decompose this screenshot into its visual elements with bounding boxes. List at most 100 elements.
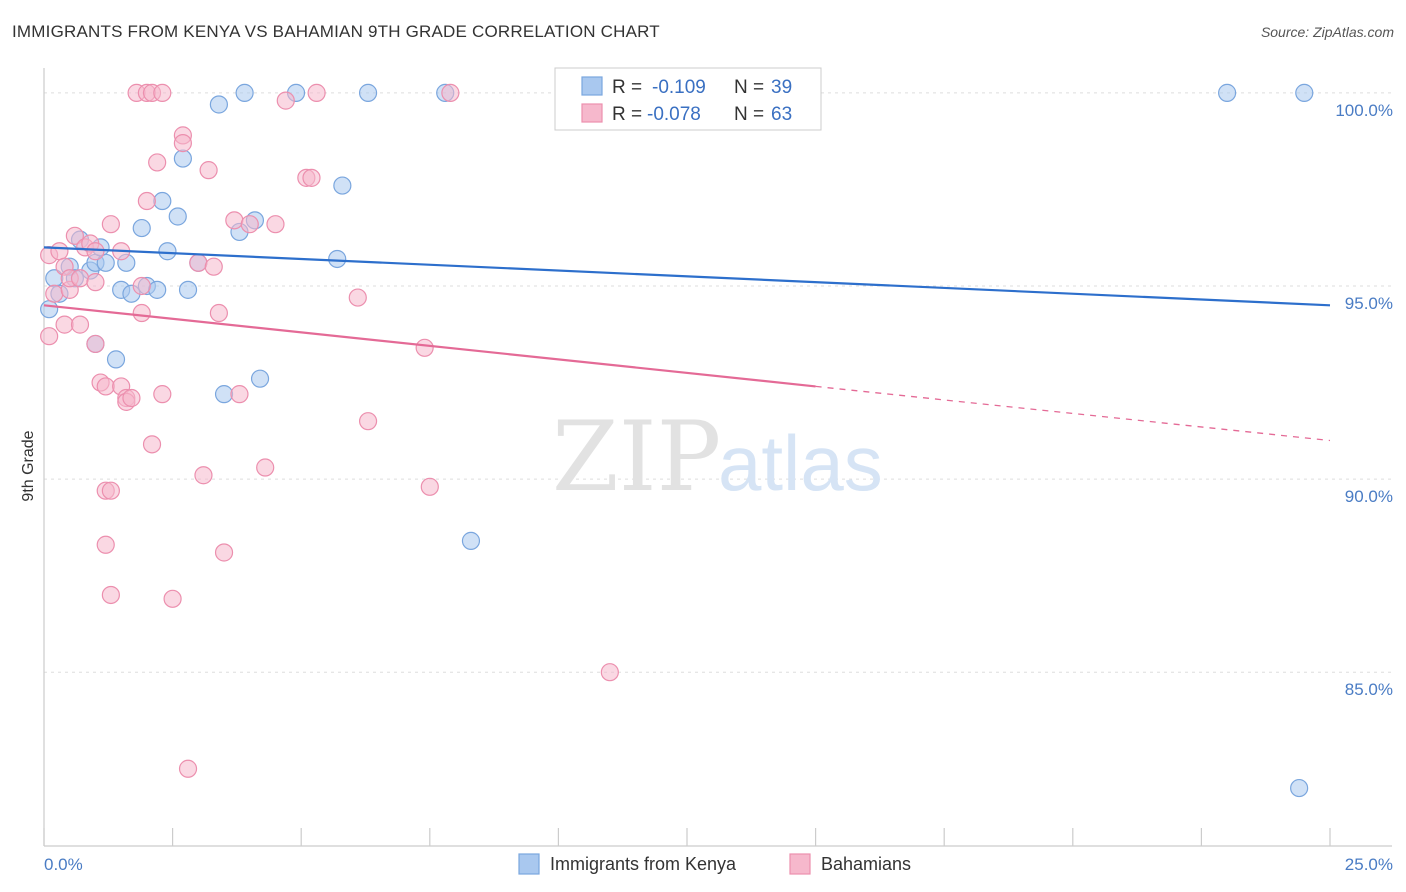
bahamians-point [225,211,244,230]
watermark-atlas: atlas [718,419,883,507]
bahamians-point [348,288,367,307]
source-credit: Source: ZipAtlas.com [1260,24,1394,40]
bahamians-point [415,338,434,357]
bahamians-point [153,385,172,404]
kenya-point [132,218,151,238]
bahamians-point [266,215,285,234]
bahamians-point [96,377,115,396]
points-layer [40,83,1314,798]
bahamians-point [70,269,90,288]
bahamians-point [302,168,321,187]
y-tick-label: 100.0% [1335,101,1393,120]
bahamians-point [86,334,105,354]
bottom-legend-label-bahamians: Bahamians [821,854,911,874]
bahamians-point [86,273,105,292]
bahamians-point [600,663,619,682]
bahamians-point [199,161,218,180]
bahamians-point [441,83,460,102]
x-tick-label: 25.0% [1345,855,1393,874]
bahamians-point [256,458,275,477]
kenya-point [168,207,187,226]
legend-swatch-bahamians [581,103,603,123]
kenya-point [1218,83,1237,102]
bahamians-point [420,477,439,496]
legend-top: R = -0.109 N = 39 R = -0.078 N = 63 [554,67,822,131]
bahamians-point [55,315,74,334]
bahamians-point [358,412,378,431]
kenya-point [158,242,177,261]
y-axis-title-group: 9th Grade [20,430,37,501]
bahamians-point [86,242,105,261]
bahamians-point [101,481,120,500]
y-tick-label: 95.0% [1345,294,1393,313]
chart-title: IMMIGRANTS FROM KENYA VS BAHAMIAN 9TH GR… [12,22,660,41]
y-axis-title: 9th Grade [20,430,37,501]
bahamians-point [137,191,156,211]
bahamians-point [132,276,151,296]
bahamians-point [101,215,120,234]
legend-r-value-bahamians: -0.078 [647,104,701,125]
bahamians-point [148,153,167,172]
bahamians-point [122,388,141,408]
kenya-point [106,350,126,369]
bahamians-point [142,435,162,454]
legend-n-value-bahamians: 63 [771,104,792,125]
bahamians-point [307,83,326,102]
bahamians-trend-line [43,304,816,388]
kenya-point [235,83,254,102]
bahamians-point [189,253,208,272]
bahamians-point [40,327,59,346]
y-tick-label: 85.0% [1345,680,1393,699]
kenya-point [250,369,270,388]
kenya-point [1295,83,1314,102]
bahamians-point [204,257,223,276]
bahamians-point [178,759,198,778]
kenya-point [96,253,115,272]
legend-r-label-kenya: R = [612,77,642,98]
axes-layer [43,68,1392,847]
kenya-point [358,83,378,102]
bahamians-point [209,303,228,323]
legend-r-value-kenya: -0.109 [652,77,706,98]
watermark-zip: ZIP [552,401,721,513]
bahamians-point [214,543,234,562]
kenya-point [1290,778,1309,798]
bahamians-point [45,284,64,303]
bottom-legend-label-kenya: Immigrants from Kenya [550,854,737,874]
bahamians-point [65,226,84,245]
bahamians-point [240,215,259,234]
bahamians-point [101,585,120,605]
bottom-legend-swatch-kenya [518,853,540,875]
bottom-legend-swatch-bahamians [789,853,811,875]
bahamians-point [276,91,295,110]
bahamians-point [173,134,192,153]
x-tick-label: 0.0% [44,855,83,874]
legend-n-value-kenya: 39 [771,77,792,98]
legend-n-label-kenya: N = [734,77,764,98]
kenya-point [153,191,172,211]
kenya-point [209,95,228,114]
kenya-point [173,149,192,168]
legend-n-label-bahamians: N = [734,104,764,125]
bahamians-point [153,83,172,102]
grid-layer [44,92,1392,673]
bahamians-point [50,242,69,261]
bahamians-point [230,385,249,404]
bahamians-point [132,303,151,323]
legend-swatch-kenya [581,76,603,96]
kenya-point [333,176,352,195]
kenya-point [178,280,198,299]
kenya-point [461,531,481,550]
bahamians-point [96,535,115,554]
bahamians-trend-extension [815,385,1331,442]
kenya-point [40,300,59,319]
kenya-trend-line [43,246,1331,307]
watermark: ZIP atlas [552,401,883,513]
labels-layer: 100.0% 95.0% 90.0% 85.0% 0.0% 25.0% [44,101,1393,874]
legend-r-label-bahamians: R = [612,104,642,125]
trend-layer [43,246,1331,442]
y-tick-label: 90.0% [1345,487,1393,506]
kenya-point [148,280,167,299]
bahamians-point [163,589,182,608]
